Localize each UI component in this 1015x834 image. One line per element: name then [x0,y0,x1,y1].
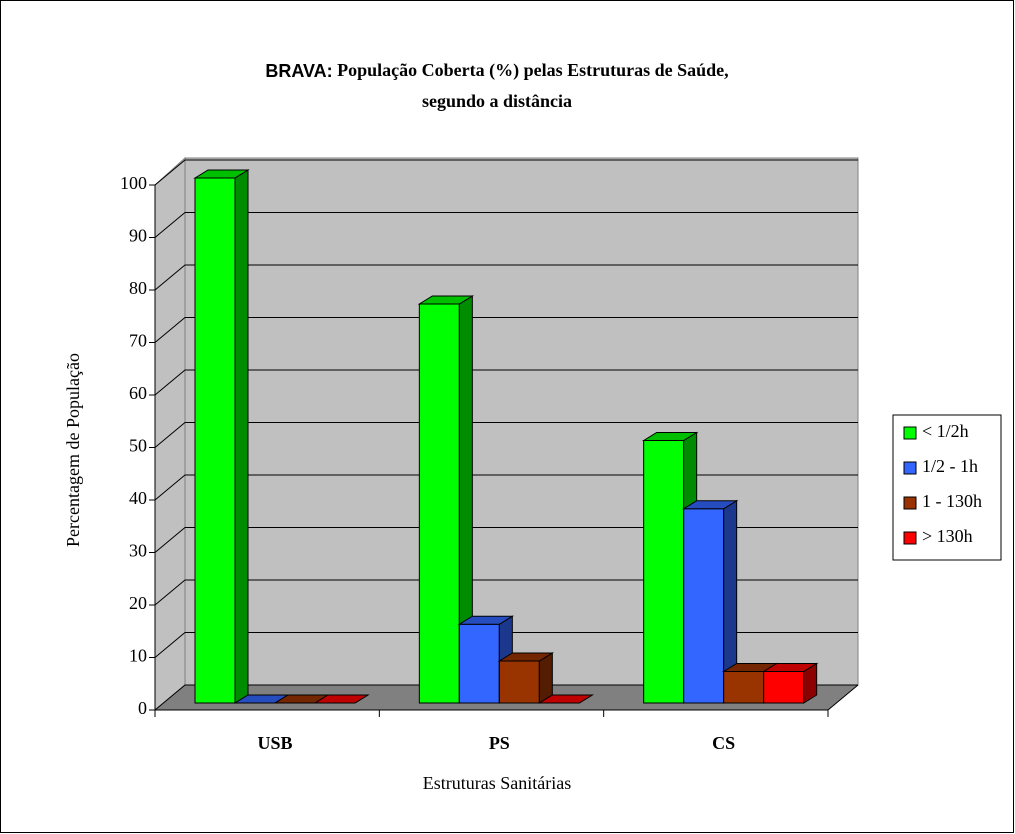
x-tick-label: PS [489,733,510,753]
grid-line [154,527,858,553]
bar [681,499,739,704]
legend-label: 1/2 - 1h [922,456,978,476]
grid-line [154,264,858,291]
y-tick-label: 60 [129,383,147,403]
chart-title: BRAVA: População Coberta (%) pelas Estru… [265,60,728,81]
y-tick-label: 20 [129,593,147,613]
y-tick-label: 10 [129,646,147,666]
grid-line [154,422,858,448]
bar [273,694,330,704]
legend-label: < 1/2h [922,421,969,441]
back-wall [184,157,859,686]
grid-line [154,474,858,501]
y-tick-label: 80 [129,278,147,298]
bar-front [458,623,500,704]
y-tick-label: 90 [129,226,147,246]
legend-label: > 130h [922,526,973,546]
side-wall [154,156,186,712]
bar-top [193,169,250,179]
bar [761,662,819,704]
bar-top [681,500,739,510]
bar-side [234,169,249,704]
title-part: População Coberta (%) pelas Estruturas d… [337,60,729,81]
bar-top [641,432,699,441]
bar [313,694,370,704]
grid-line [154,212,858,238]
bar-front [418,303,460,704]
x-tick-label: USB [257,733,292,753]
bar-top [761,663,819,672]
grid-line [154,317,858,343]
grid-line [154,632,858,658]
y-tick-label: 30 [129,541,147,561]
y-axis-label: Percentagem de População [63,353,83,547]
bar-front [498,660,540,704]
legend-swatch [903,496,917,510]
y-tick-label: 70 [129,331,147,351]
bar-top [497,652,555,662]
bar-top [313,694,370,704]
bar [497,652,555,704]
x-tick-label: CS [712,733,735,753]
bar [537,694,595,704]
y-tick-label: 0 [138,698,147,718]
grid-line [154,159,858,186]
bar-front [723,671,765,704]
bar-front [194,177,236,704]
bar-front [763,671,805,704]
bar-front [683,508,725,704]
bar [417,295,475,704]
y-tick-label: 40 [129,488,147,508]
y-tick-label: 50 [129,436,147,456]
x-axis-label: Estruturas Sanitárias [423,773,571,793]
legend-swatch [903,461,917,475]
legend-swatch [903,531,917,545]
bar-side [538,652,553,704]
legend-label: 1 - 130h [922,491,982,511]
title-part: BRAVA: [265,61,332,81]
y-tick-label: 100 [120,173,147,193]
grid-line [154,369,858,396]
bar-top [417,295,475,305]
legend-swatch [903,426,917,440]
grid-line [154,684,858,711]
bar-top [537,694,595,704]
bar-top [457,615,515,625]
bar-front [643,440,685,704]
bar [193,169,250,704]
grid-line [154,579,858,606]
chart-title: segundo a distância [422,91,572,111]
